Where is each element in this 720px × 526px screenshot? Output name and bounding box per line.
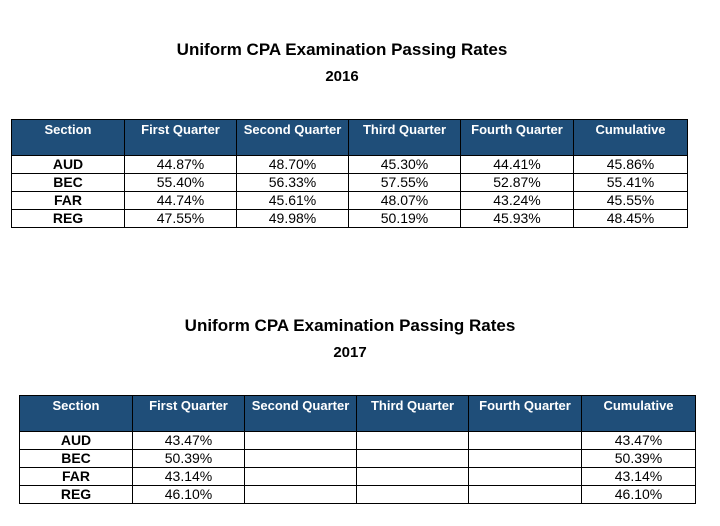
section-cell: BEC <box>11 173 125 192</box>
rate-cell: 43.14% <box>132 467 245 486</box>
rate-cell: 45.61% <box>236 191 349 210</box>
rate-cell: 50.39% <box>132 449 245 468</box>
cumulative-cell: 48.45% <box>573 209 688 228</box>
table-row: FAR 43.14% 43.14% <box>19 467 696 486</box>
rate-cell <box>244 431 357 450</box>
cumulative-cell: 45.86% <box>573 155 688 174</box>
rate-cell: 43.24% <box>460 191 574 210</box>
header-fourth-quarter: Fourth Quarter <box>460 119 574 156</box>
rate-cell <box>244 467 357 486</box>
cumulative-cell: 50.39% <box>581 449 696 468</box>
rate-cell: 48.07% <box>348 191 461 210</box>
table-row: FAR 44.74% 45.61% 48.07% 43.24% 45.55% <box>11 191 688 210</box>
rate-cell: 57.55% <box>348 173 461 192</box>
table-row: BEC 50.39% 50.39% <box>19 449 696 468</box>
header-cumulative: Cumulative <box>573 119 688 156</box>
passing-rates-table-2017: Section First Quarter Second Quarter Thi… <box>19 395 696 504</box>
rate-cell: 45.93% <box>460 209 574 228</box>
table-row: AUD 44.87% 48.70% 45.30% 44.41% 45.86% <box>11 155 688 174</box>
passing-rates-table-2016: Section First Quarter Second Quarter Thi… <box>11 119 688 228</box>
rate-cell: 49.98% <box>236 209 349 228</box>
header-third-quarter: Third Quarter <box>356 395 469 432</box>
rate-cell <box>356 467 469 486</box>
rate-cell: 44.41% <box>460 155 574 174</box>
cumulative-cell: 46.10% <box>581 485 696 504</box>
table-2017-year: 2017 <box>333 344 367 361</box>
section-cell: FAR <box>11 191 125 210</box>
rate-cell <box>356 485 469 504</box>
header-second-quarter: Second Quarter <box>244 395 357 432</box>
rate-cell <box>244 485 357 504</box>
section-cell: AUD <box>11 155 125 174</box>
header-section: Section <box>19 395 133 432</box>
table-row: BEC 55.40% 56.33% 57.55% 52.87% 55.41% <box>11 173 688 192</box>
section-cell: FAR <box>19 467 133 486</box>
rate-cell <box>356 431 469 450</box>
cumulative-cell: 43.14% <box>581 467 696 486</box>
header-third-quarter: Third Quarter <box>348 119 461 156</box>
rate-cell: 44.74% <box>124 191 237 210</box>
table-row: REG 46.10% 46.10% <box>19 485 696 504</box>
rate-cell: 47.55% <box>124 209 237 228</box>
header-fourth-quarter: Fourth Quarter <box>468 395 582 432</box>
rate-cell: 43.47% <box>132 431 245 450</box>
section-cell: BEC <box>19 449 133 468</box>
rate-cell <box>468 431 582 450</box>
section-cell: AUD <box>19 431 133 450</box>
cumulative-cell: 45.55% <box>573 191 688 210</box>
rate-cell <box>468 467 582 486</box>
table-2017-title: Uniform CPA Examination Passing Rates <box>184 316 516 335</box>
rate-cell: 52.87% <box>460 173 574 192</box>
rate-cell <box>356 449 469 468</box>
header-section: Section <box>11 119 125 156</box>
rate-cell: 55.40% <box>124 173 237 192</box>
header-second-quarter: Second Quarter <box>236 119 349 156</box>
rate-cell: 48.70% <box>236 155 349 174</box>
rate-cell <box>468 449 582 468</box>
rate-cell <box>244 449 357 468</box>
rate-cell: 45.30% <box>348 155 461 174</box>
table-row: AUD 43.47% 43.47% <box>19 431 696 450</box>
section-cell: REG <box>11 209 125 228</box>
table-row: REG 47.55% 49.98% 50.19% 45.93% 48.45% <box>11 209 688 228</box>
rate-cell: 46.10% <box>132 485 245 504</box>
rate-cell: 50.19% <box>348 209 461 228</box>
rate-cell: 56.33% <box>236 173 349 192</box>
cumulative-cell: 43.47% <box>581 431 696 450</box>
section-cell: REG <box>19 485 133 504</box>
header-first-quarter: First Quarter <box>124 119 237 156</box>
rate-cell: 44.87% <box>124 155 237 174</box>
header-cumulative: Cumulative <box>581 395 696 432</box>
header-first-quarter: First Quarter <box>132 395 245 432</box>
table-2016-title: Uniform CPA Examination Passing Rates <box>176 40 508 59</box>
rate-cell <box>468 485 582 504</box>
table-2016-year: 2016 <box>325 68 359 85</box>
cumulative-cell: 55.41% <box>573 173 688 192</box>
